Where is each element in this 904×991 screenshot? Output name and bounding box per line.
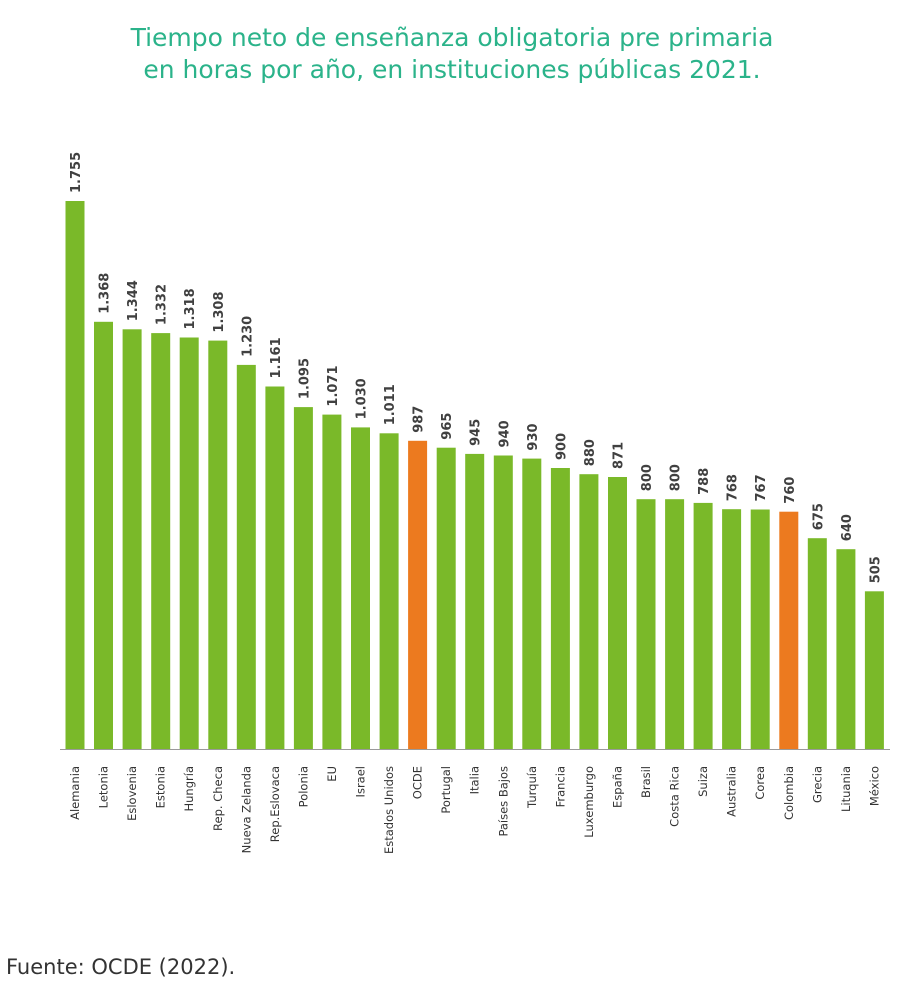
bar-eslovenia bbox=[122, 329, 142, 749]
value-label-corea: 767 bbox=[754, 474, 769, 501]
value-label-lituania: 640 bbox=[840, 514, 855, 541]
category-label-costa-rica: Costa Rica bbox=[668, 766, 682, 827]
category-label-corea: Corea bbox=[753, 766, 767, 800]
category-label-rep-eslovaca: Rep.Eslovaca bbox=[268, 766, 282, 842]
category-label-colombia: Colombia bbox=[782, 766, 796, 820]
category-label-portugal: Portugal bbox=[439, 766, 453, 814]
category-label-hungria: Hungría bbox=[182, 766, 196, 812]
category-label-rep-checa: Rep. Checa bbox=[211, 766, 225, 831]
value-label-israel: 1.030 bbox=[355, 378, 370, 419]
category-label-suiza: Suiza bbox=[696, 766, 710, 797]
value-label-suiza: 788 bbox=[697, 468, 712, 495]
category-label-estonia: Estonia bbox=[154, 766, 168, 808]
category-label-ocde: OCDE bbox=[411, 766, 425, 799]
category-label-turquia: Turquía bbox=[525, 766, 539, 809]
bar-israel bbox=[351, 427, 370, 749]
value-label-costa-rica: 800 bbox=[669, 464, 684, 491]
value-label-estonia: 1.332 bbox=[155, 284, 170, 325]
value-label-estados-unidos: 1.011 bbox=[383, 384, 398, 425]
category-label-luxemburgo: Luxemburgo bbox=[582, 766, 596, 838]
bar-polonia bbox=[293, 407, 313, 749]
value-label-eslovenia: 1.344 bbox=[126, 280, 141, 321]
bar-colombia bbox=[779, 511, 799, 749]
value-label-alemania: 1.755 bbox=[69, 152, 84, 193]
bar-luxemburgo bbox=[579, 474, 599, 749]
category-label-nueva-zelanda: Nueva Zelanda bbox=[239, 766, 253, 853]
value-label-australia: 768 bbox=[726, 474, 741, 501]
value-label-polonia: 1.095 bbox=[297, 358, 312, 399]
bar-alemania bbox=[65, 201, 85, 749]
category-label-grecia: Grecia bbox=[810, 766, 824, 803]
category-label-eslovenia: Eslovenia bbox=[125, 766, 139, 821]
category-label-italia: Italia bbox=[468, 766, 482, 794]
bar-estados-unidos bbox=[379, 433, 399, 749]
bar-corea bbox=[750, 509, 770, 749]
bar-chart: 1.755 Alemania 1.368 Letonia 1.344 Eslovenia 1… bbox=[60, 152, 890, 854]
value-label-eu: 1.071 bbox=[326, 365, 341, 406]
category-label-australia: Australia bbox=[725, 766, 739, 817]
category-label-estados-unidos: Estados Unidos bbox=[382, 766, 396, 854]
bar-eu bbox=[322, 414, 342, 749]
bar-letonia bbox=[94, 321, 113, 749]
category-label-brasil: Brasil bbox=[639, 766, 653, 798]
value-label-turquia: 930 bbox=[526, 423, 541, 450]
value-label-mexico: 505 bbox=[868, 556, 883, 583]
bar-brasil bbox=[636, 499, 656, 749]
value-label-paises-bajos: 940 bbox=[497, 420, 512, 447]
bar-nueva-zelanda bbox=[236, 364, 256, 749]
value-label-brasil: 800 bbox=[640, 464, 655, 491]
category-label-mexico: México bbox=[867, 766, 881, 806]
category-label-lituania: Lituania bbox=[839, 766, 853, 812]
value-label-hungria: 1.318 bbox=[183, 288, 198, 329]
bar-lituania bbox=[836, 549, 856, 749]
value-label-luxemburgo: 880 bbox=[583, 439, 598, 466]
value-label-grecia: 675 bbox=[811, 503, 826, 530]
chart-title: Tiempo neto de enseñanza obligatoria pre… bbox=[0, 22, 904, 86]
value-label-nueva-zelanda: 1.230 bbox=[240, 316, 255, 357]
value-label-letonia: 1.368 bbox=[98, 273, 113, 314]
bar-hungria bbox=[179, 337, 199, 749]
value-label-italia: 945 bbox=[469, 419, 484, 446]
value-label-rep-checa: 1.308 bbox=[212, 291, 227, 332]
title-line-2: en horas por año, en instituciones públi… bbox=[143, 55, 761, 84]
bar-rep-eslovaca bbox=[265, 386, 285, 749]
bar-suiza bbox=[693, 502, 713, 749]
category-label-paises-bajos: Países Bajos bbox=[496, 766, 510, 837]
category-label-espana: España bbox=[611, 766, 625, 808]
bar-portugal bbox=[436, 447, 456, 749]
value-label-ocde: 987 bbox=[412, 406, 427, 433]
bar-italia bbox=[465, 453, 485, 749]
category-label-letonia: Letonia bbox=[97, 766, 111, 808]
title-line-1: Tiempo neto de enseñanza obligatoria pre… bbox=[130, 23, 774, 52]
bar-turquia bbox=[522, 458, 542, 749]
value-label-francia: 900 bbox=[554, 433, 569, 460]
bar-ocde bbox=[408, 440, 428, 749]
source-note: Fuente: OCDE (2022). bbox=[6, 955, 236, 979]
bar-paises-bajos bbox=[493, 455, 513, 749]
category-label-francia: Francia bbox=[553, 766, 567, 807]
bar-mexico bbox=[864, 591, 884, 749]
value-label-portugal: 965 bbox=[440, 413, 455, 440]
bar-grecia bbox=[807, 538, 827, 749]
bar-espana bbox=[608, 477, 627, 749]
category-label-alemania: Alemania bbox=[68, 766, 82, 820]
bar-estonia bbox=[151, 333, 171, 749]
value-label-rep-eslovaca: 1.161 bbox=[269, 337, 284, 378]
bar-costa-rica bbox=[665, 499, 685, 749]
category-label-polonia: Polonia bbox=[296, 766, 310, 807]
value-label-espana: 871 bbox=[612, 442, 627, 469]
category-label-israel: Israel bbox=[354, 766, 368, 797]
bar-francia bbox=[550, 468, 570, 749]
value-label-colombia: 760 bbox=[783, 477, 798, 504]
category-label-eu: EU bbox=[325, 766, 339, 782]
bar-rep-checa bbox=[208, 340, 228, 749]
bar-australia bbox=[722, 509, 742, 749]
